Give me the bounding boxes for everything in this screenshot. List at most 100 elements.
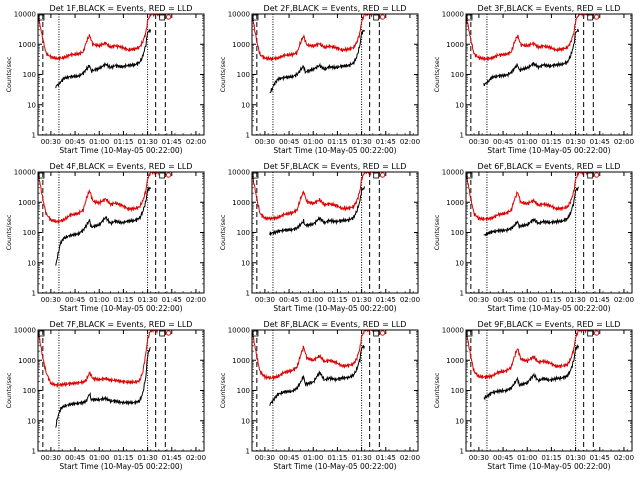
x-tick-label: 01:15 (541, 454, 561, 462)
y-tick-label: 10000 (14, 327, 36, 335)
x-tick-label: 01:30 (565, 296, 585, 304)
y-tick-label: 1 (246, 290, 250, 298)
y-tick-label: 10 (27, 417, 36, 425)
events-series-line (55, 29, 151, 89)
y-tick-label: 10 (27, 101, 36, 109)
plot-frame (465, 13, 633, 136)
marker-box (587, 330, 594, 337)
lld-series-line (466, 14, 589, 62)
x-tick-label: 01:30 (351, 138, 371, 146)
y-tick-label: 1 (32, 448, 36, 456)
x-tick-label: 01:30 (137, 454, 157, 462)
y-tick-label: 100 (451, 71, 464, 79)
lld-series-line (466, 172, 589, 222)
lld-series-line (252, 14, 375, 62)
x-axis-label: Start Time (10-May-05 00:22:00) (487, 462, 610, 471)
y-tick-label: 1 (460, 132, 464, 140)
y-tick-label: 1000 (18, 357, 36, 365)
panel-title: Det 2F,BLACK = Events, RED = LLD (264, 4, 407, 13)
marker-box (38, 330, 45, 337)
x-tick-label: 01:45 (162, 138, 182, 146)
panel-title: Det 9F,BLACK = Events, RED = LLD (478, 320, 621, 329)
x-tick-label: 00:30 (41, 138, 61, 146)
events-series-line (55, 346, 151, 428)
y-tick-label: 10 (241, 417, 250, 425)
x-tick-label: 01:45 (376, 296, 396, 304)
plot-frame (37, 13, 205, 136)
y-tick-label: 100 (23, 229, 36, 237)
marker-box (587, 14, 594, 21)
y-tick-label: 10000 (442, 169, 464, 177)
x-axis-label: Start Time (10-May-05 00:22:00) (273, 304, 396, 313)
x-tick-label: 01:15 (113, 454, 133, 462)
y-axis-label: Counts/sec (219, 214, 227, 250)
x-tick-label: 01:30 (565, 454, 585, 462)
x-tick-label: 01:30 (137, 296, 157, 304)
plot-frame (251, 329, 419, 452)
marker-box (466, 330, 473, 337)
detector-panel-7: Det 7F,BLACK = Events, RED = LLD 1 10 100 10… (5, 320, 206, 471)
x-tick-label: 01:00 (517, 138, 537, 146)
detector-panel-6: Det 6F,BLACK = Events, RED = LLD 1 10 100 10… (433, 162, 634, 313)
y-tick-label: 1000 (232, 199, 250, 207)
y-tick-label: 1000 (446, 199, 464, 207)
marker-box (466, 14, 473, 21)
events-series-line (269, 186, 365, 237)
x-tick-label: 00:45 (279, 296, 299, 304)
x-axis-label: Start Time (10-May-05 00:22:00) (487, 146, 610, 155)
lld-series-line (38, 14, 161, 61)
x-axis-label: Start Time (10-May-05 00:22:00) (273, 462, 396, 471)
y-tick-label: 1000 (446, 41, 464, 49)
x-tick-label: 00:30 (469, 454, 489, 462)
x-tick-label: 01:00 (517, 454, 537, 462)
lld-series-line (38, 330, 161, 388)
panel-title: Det 8F,BLACK = Events, RED = LLD (264, 320, 407, 329)
series-group (38, 172, 161, 266)
y-tick-label: 1000 (446, 357, 464, 365)
x-tick-label: 00:45 (65, 138, 85, 146)
y-axis-label: Counts/sec (5, 372, 13, 408)
y-tick-label: 10000 (14, 169, 36, 177)
detector-panel-3: Det 3F,BLACK = Events, RED = LLD 1 10 100 10… (433, 4, 634, 155)
y-axis-label: Counts/sec (433, 56, 441, 92)
x-tick-label: 02:00 (614, 454, 634, 462)
y-tick-label: 10000 (442, 327, 464, 335)
detector-panel-5: Det 5F,BLACK = Events, RED = LLD 1 10 100 10… (219, 162, 420, 313)
x-tick-label: 02:00 (186, 296, 206, 304)
y-tick-label: 100 (23, 71, 36, 79)
x-tick-label: 01:45 (376, 138, 396, 146)
y-tick-label: 1000 (18, 199, 36, 207)
marker-box (373, 172, 380, 179)
y-tick-label: 100 (451, 229, 464, 237)
marker-circle (165, 14, 172, 20)
plot-frame (37, 171, 205, 294)
x-tick-label: 00:45 (279, 138, 299, 146)
marker-box (159, 172, 166, 179)
panel-title: Det 7F,BLACK = Events, RED = LLD (50, 320, 193, 329)
y-axis-label: Counts/sec (433, 372, 441, 408)
x-tick-label: 01:45 (590, 454, 610, 462)
events-series-line (55, 186, 151, 266)
x-tick-label: 00:30 (255, 296, 275, 304)
x-tick-label: 02:00 (614, 138, 634, 146)
plot-frame (465, 329, 633, 452)
x-tick-label: 01:00 (89, 138, 109, 146)
x-tick-label: 01:00 (89, 454, 109, 462)
marker-circle (379, 14, 386, 20)
panel-title: Det 4F,BLACK = Events, RED = LLD (50, 162, 193, 171)
lld-series-line (38, 172, 161, 224)
x-tick-label: 01:30 (351, 454, 371, 462)
x-axis-label: Start Time (10-May-05 00:22:00) (273, 146, 396, 155)
y-tick-label: 10000 (228, 327, 250, 335)
x-axis-label: Start Time (10-May-05 00:22:00) (487, 304, 610, 313)
y-tick-label: 10000 (442, 11, 464, 19)
x-tick-label: 00:30 (41, 454, 61, 462)
panel-title: Det 3F,BLACK = Events, RED = LLD (478, 4, 621, 13)
x-tick-label: 00:45 (65, 454, 85, 462)
x-tick-label: 01:15 (327, 454, 347, 462)
marker-box (38, 172, 45, 179)
series-group (466, 330, 589, 401)
marker-circle (165, 172, 172, 178)
